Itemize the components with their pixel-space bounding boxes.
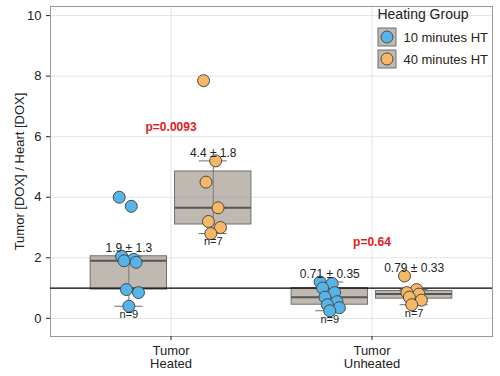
svg-text:6: 6 [34,129,41,144]
svg-text:p=0.0093: p=0.0093 [146,120,197,134]
html-text:10 minutes HT: 10 minutes HT [403,29,488,45]
svg-text:TumorHeated: TumorHeated [150,343,192,371]
svg-text:0: 0 [34,310,41,325]
svg-text:n=7: n=7 [405,307,424,319]
html-text:Heating Group: Heating Group [377,6,469,22]
svg-text:1.9 ± 1.3: 1.9 ± 1.3 [106,241,153,255]
html-text:40 minutes HT: 40 minutes HT [403,51,488,67]
svg-text:n=9: n=9 [120,308,139,320]
svg-text:4: 4 [34,189,41,204]
svg-text:10: 10 [27,8,41,23]
svg-text:TumorUnheated: TumorUnheated [344,343,400,371]
svg-text:p=0.64: p=0.64 [353,235,391,249]
svg-text:0.79 ± 0.33: 0.79 ± 0.33 [384,261,444,275]
svg-text:8: 8 [34,68,41,83]
svg-text:n=9: n=9 [320,313,339,325]
svg-text:4.4 ± 1.8: 4.4 ± 1.8 [190,146,237,160]
svg-text:Tumor [DOX] / Heart [DOX]: Tumor [DOX] / Heart [DOX] [12,93,27,251]
svg-text:n=7: n=7 [204,235,223,247]
svg-text:0.71 ± 0.35: 0.71 ± 0.35 [300,267,360,281]
svg-text:2: 2 [34,250,41,265]
